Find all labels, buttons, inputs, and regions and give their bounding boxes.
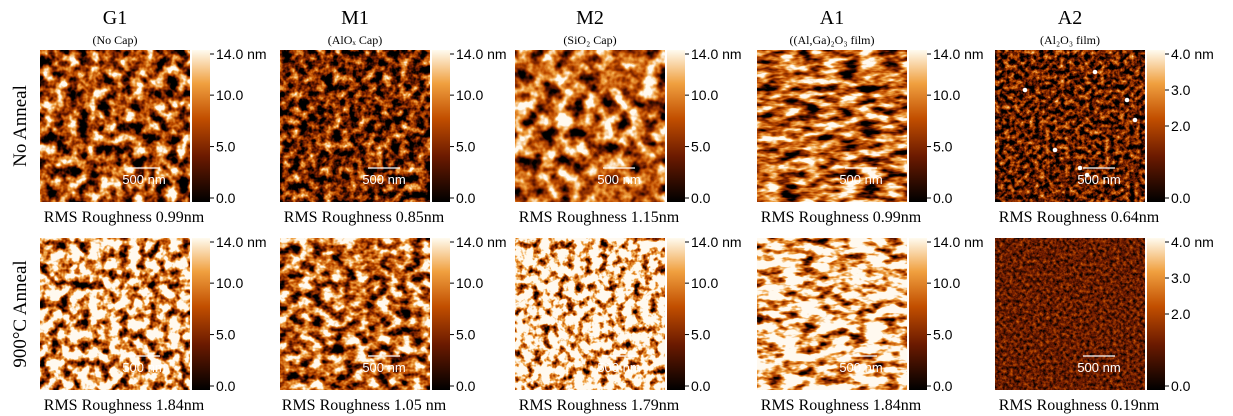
row-label: No Anneal <box>10 85 31 167</box>
colorbar-label: 0.0 <box>933 190 953 206</box>
colorbar <box>667 50 685 202</box>
particle <box>1023 88 1028 93</box>
colorbar-label: 5.0 <box>216 139 236 155</box>
colorbar <box>1147 50 1165 202</box>
colorbar <box>432 238 450 390</box>
scale-bar-label: 500 nm <box>839 360 882 375</box>
colorbar <box>909 50 927 202</box>
rms-roughness: RMS Roughness 0.85nm <box>284 209 445 226</box>
column-title: M2 <box>576 7 604 29</box>
rms-roughness: RMS Roughness 0.99nm <box>44 209 205 226</box>
colorbar-label: 2.0 <box>1171 118 1191 134</box>
colorbar-label: 4.0 nm <box>1171 234 1214 250</box>
scale-bar-label: 500 nm <box>122 172 165 187</box>
rms-roughness: RMS Roughness 1.79nm <box>519 397 680 414</box>
scale-bar-label: 500 nm <box>122 360 165 375</box>
colorbar <box>432 50 450 202</box>
afm-image <box>757 238 907 390</box>
colorbar-label: 4.0 nm <box>1171 46 1214 62</box>
colorbar-label: 10.0 <box>456 275 483 291</box>
afm-image <box>40 50 190 202</box>
column-subtitle: (SiO₂ Cap) <box>563 33 616 47</box>
particle <box>1093 70 1098 75</box>
figure: G1 (No Cap) M1 (AlOₓ Cap) M2 (SiO₂ Cap) A1 ((Al… <box>0 0 1233 416</box>
rms-roughness: RMS Roughness 1.15nm <box>519 209 680 226</box>
colorbar-label: 5.0 <box>691 139 711 155</box>
colorbar <box>667 238 685 390</box>
colorbar-label: 0.0 <box>1171 378 1191 394</box>
rms-roughness: RMS Roughness 0.99nm <box>761 209 922 226</box>
column-subtitle: (No Cap) <box>93 33 138 47</box>
particle <box>1125 98 1130 103</box>
scale-bar-label: 500 nm <box>839 172 882 187</box>
scale-bar-label: 500 nm <box>1077 360 1120 375</box>
scale-bar-label: 500 nm <box>362 360 405 375</box>
colorbar-label: 0.0 <box>456 190 476 206</box>
colorbar-label: 14.0 nm <box>933 234 984 250</box>
colorbar-label: 0.0 <box>216 190 236 206</box>
colorbar-label: 3.0 <box>1171 270 1191 286</box>
scale-bar-label: 500 nm <box>597 172 640 187</box>
colorbar-label: 0.0 <box>456 378 476 394</box>
column-subtitle: (AlOₓ Cap) <box>328 33 382 47</box>
colorbar <box>1147 238 1165 390</box>
colorbar-label: 5.0 <box>691 327 711 343</box>
colorbar-label: 5.0 <box>933 139 953 155</box>
colorbar-label: 0.0 <box>691 190 711 206</box>
column-subtitle: (Al₂O₃ film) <box>1040 33 1100 47</box>
scale-bar-label: 500 nm <box>362 172 405 187</box>
column-subtitle: ((Al,Ga)₂O₃ film) <box>789 33 874 47</box>
particle <box>1053 148 1058 153</box>
particle <box>1133 118 1138 123</box>
particle <box>1078 166 1083 171</box>
colorbar-label: 14.0 nm <box>691 234 742 250</box>
scale-bar-label: 500 nm <box>597 360 640 375</box>
colorbar-label: 0.0 <box>691 378 711 394</box>
colorbar-label: 14.0 nm <box>691 46 742 62</box>
column-title: G1 <box>103 7 127 29</box>
colorbar-label: 0.0 <box>216 378 236 394</box>
colorbar-label: 2.0 <box>1171 306 1191 322</box>
colorbar-label: 14.0 nm <box>216 46 267 62</box>
rms-roughness: RMS Roughness 1.84nm <box>44 397 205 414</box>
colorbar-label: 0.0 <box>1171 190 1191 206</box>
rms-roughness: RMS Roughness 0.64nm <box>999 209 1160 226</box>
colorbar-label: 10.0 <box>456 87 483 103</box>
afm-image <box>280 50 430 202</box>
colorbar-label: 14.0 nm <box>456 234 507 250</box>
colorbar-label: 5.0 <box>216 327 236 343</box>
colorbar-label: 10.0 <box>216 87 243 103</box>
colorbar-label: 3.0 <box>1171 82 1191 98</box>
afm-image <box>280 238 430 390</box>
colorbar-label: 14.0 nm <box>216 234 267 250</box>
column-title: A1 <box>820 7 844 29</box>
rms-roughness: RMS Roughness 0.19nm <box>999 397 1160 414</box>
colorbar-label: 5.0 <box>933 327 953 343</box>
afm-image <box>995 238 1145 390</box>
colorbar-label: 14.0 nm <box>933 46 984 62</box>
colorbar-label: 5.0 <box>456 139 476 155</box>
colorbar-label: 10.0 <box>691 275 718 291</box>
colorbar <box>192 50 210 202</box>
afm-image <box>757 50 907 202</box>
colorbar-label: 10.0 <box>933 275 960 291</box>
colorbar-label: 10.0 <box>691 87 718 103</box>
colorbar <box>192 238 210 390</box>
scale-bar-label: 500 nm <box>1077 172 1120 187</box>
colorbar-label: 10.0 <box>216 275 243 291</box>
afm-image <box>995 50 1145 202</box>
afm-image <box>515 50 665 202</box>
column-title: A2 <box>1058 7 1082 29</box>
colorbar-label: 14.0 nm <box>456 46 507 62</box>
colorbar-label: 0.0 <box>933 378 953 394</box>
rms-roughness: RMS Roughness 1.05 nm <box>282 397 447 414</box>
colorbar <box>909 238 927 390</box>
afm-image <box>40 238 190 390</box>
column-title: M1 <box>341 7 369 29</box>
rms-roughness: RMS Roughness 1.84nm <box>761 397 922 414</box>
colorbar-label: 5.0 <box>456 327 476 343</box>
afm-image <box>515 238 665 390</box>
row-label: 900°C Anneal <box>10 260 31 367</box>
colorbar-label: 10.0 <box>933 87 960 103</box>
